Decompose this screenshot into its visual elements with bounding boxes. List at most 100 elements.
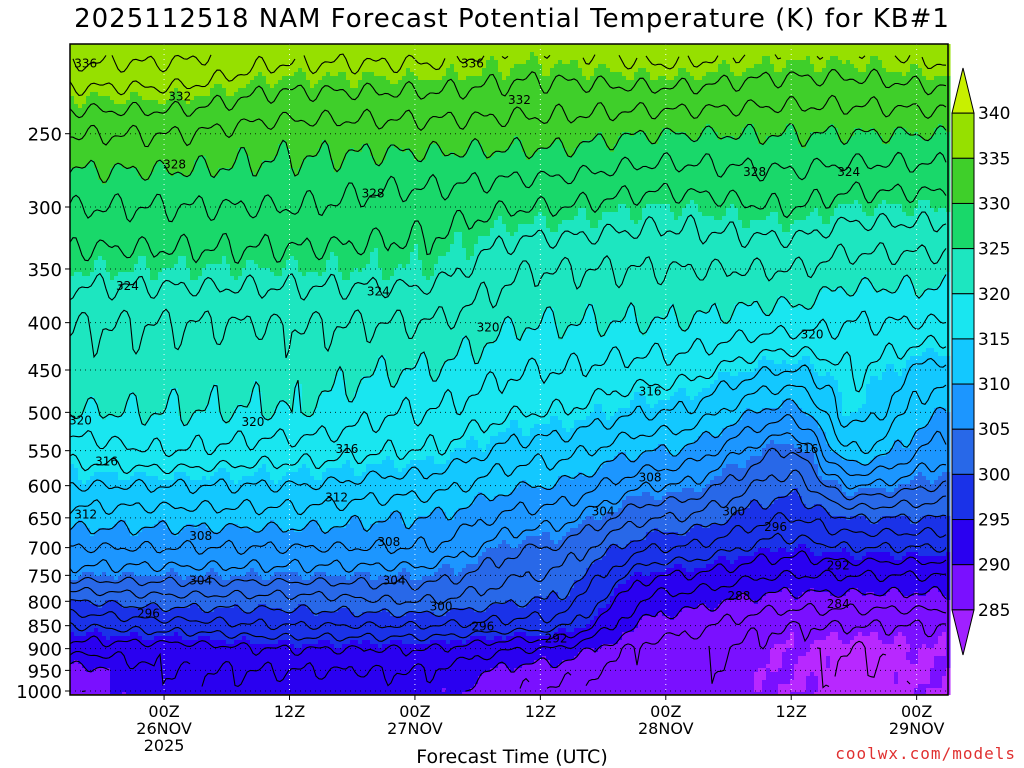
theta-band [922,44,927,77]
theta-band [666,616,671,695]
theta-band [846,552,851,593]
theta-band [934,480,939,517]
theta-band [362,572,367,613]
theta-band [686,44,691,73]
theta-band [750,124,755,221]
theta-band [754,604,759,673]
theta-band [586,416,591,477]
theta-band [370,72,375,157]
theta-band [238,640,243,695]
theta-band [546,636,551,661]
theta-band [538,488,543,537]
theta-band [338,368,343,469]
theta-band [222,88,227,169]
theta-band [538,660,543,695]
theta-band [926,80,931,141]
theta-band [634,132,639,225]
theta-band [854,68,859,129]
theta-band [230,44,235,97]
theta-band [670,492,675,533]
theta-band [754,64,759,133]
theta-band [382,608,387,645]
theta-band [162,164,167,269]
contour-line [69,432,947,574]
theta-band [798,60,803,145]
y-tick-label: 600 [28,477,62,498]
credit-link[interactable]: coolwx.com/models [835,744,1016,763]
theta-band [174,536,179,573]
theta-band [614,512,619,545]
theta-band [398,148,403,265]
theta-band [378,44,383,77]
theta-band [838,288,843,393]
theta-band [194,576,199,605]
theta-band [598,468,603,521]
theta-band [598,44,603,65]
theta-band [846,416,851,461]
theta-band [626,80,631,133]
theta-band [774,44,779,73]
theta-band [638,392,643,457]
theta-band [382,520,387,577]
theta-band [834,480,839,517]
theta-band [226,264,231,425]
theta-band [650,80,655,145]
theta-band [414,244,419,365]
theta-band [286,572,291,613]
theta-band [558,540,563,601]
y-tick-label: 800 [28,592,62,613]
theta-band [418,356,423,461]
theta-band [758,220,763,309]
contour-label-text: 328 [362,186,385,200]
theta-band [582,208,587,317]
theta-band [134,608,139,633]
theta-band [310,156,315,273]
theta-band [158,416,163,481]
theta-band [374,524,379,581]
theta-band [826,480,831,513]
theta-band [294,260,299,385]
theta-band [650,44,655,81]
contour-label: 320 [801,328,824,342]
theta-band [546,532,551,597]
theta-band [742,128,747,229]
x-tick-label: 26NOV [136,719,192,738]
theta-band [126,100,131,169]
theta-band [202,96,207,157]
theta-band [566,596,571,633]
theta-band [534,424,539,489]
theta-band [658,44,663,77]
theta-band [630,44,635,81]
theta-band [690,572,695,609]
theta-band [446,156,451,253]
theta-band [642,492,647,541]
theta-band [514,336,519,421]
theta-band [166,612,171,637]
theta-band [522,608,527,633]
theta-band [110,600,115,637]
theta-band [930,416,935,485]
theta-band [270,416,275,481]
theta-band [382,44,387,77]
contour-label-text: 308 [377,535,400,549]
theta-band [422,80,427,161]
theta-band [550,44,555,69]
theta-band [310,88,315,157]
theta-band [190,524,195,577]
theta-band [730,600,735,695]
theta-band [94,92,99,169]
theta-band [550,144,555,233]
theta-band [374,644,379,695]
theta-band [374,612,379,645]
theta-band [574,528,579,581]
theta-band [638,540,643,573]
contour-label: 300 [722,505,745,519]
contour-label-text: 312 [325,491,348,505]
theta-band [298,532,303,577]
theta-band [730,44,735,73]
theta-band [578,652,583,695]
theta-band [118,416,123,481]
theta-band [426,456,431,517]
theta-band [278,480,283,529]
theta-band [378,76,383,165]
